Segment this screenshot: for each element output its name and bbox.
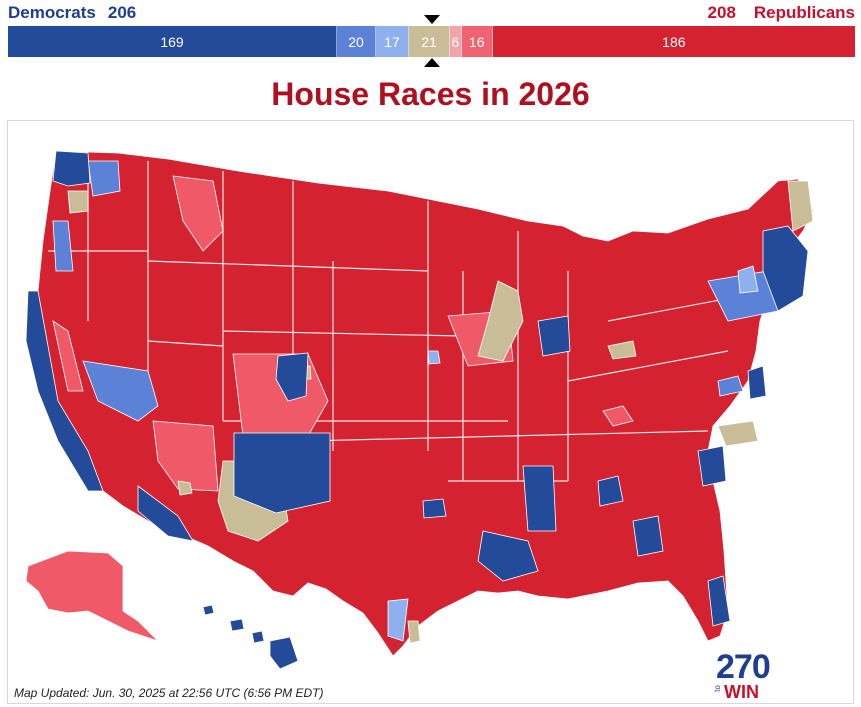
hawaii-shape[interactable] xyxy=(202,604,299,670)
likely-democrat-regions xyxy=(52,160,779,422)
republicans-total: 208 xyxy=(707,3,736,22)
seat-bar-segment-leans-democrat[interactable]: 17 xyxy=(376,26,410,57)
seat-bar-segment-safe-republican[interactable]: 186 xyxy=(492,26,855,57)
leans-democrat-regions xyxy=(387,265,759,642)
logo-win: WIN xyxy=(724,682,759,702)
us-house-map[interactable] xyxy=(8,121,855,705)
map-title: House Races in 2026 xyxy=(271,76,590,112)
seat-bar-segment-leans-republican[interactable]: 6 xyxy=(449,26,462,57)
republicans-label: 208 Republicans xyxy=(708,3,855,23)
alaska-shape[interactable] xyxy=(25,550,159,642)
majority-marker-bottom xyxy=(424,58,440,67)
democrats-total: 206 xyxy=(107,3,137,22)
democrats-name: Democrats xyxy=(8,3,96,22)
seat-bar: 169 20 17 21 6 16 186 xyxy=(8,26,855,57)
header: Democrats 206 208 Republicans xyxy=(0,0,861,26)
270towin-logo: 270 to WIN xyxy=(712,648,776,704)
democrats-label: Democrats 206 xyxy=(8,3,136,23)
map-frame: 270 to WIN xyxy=(7,120,854,704)
state-borders xyxy=(48,161,769,482)
seat-bar-segment-safe-democrat[interactable]: 169 xyxy=(8,26,338,57)
seat-bar-segment-likely-republican[interactable]: 16 xyxy=(461,26,493,57)
republicans-name: Republicans xyxy=(753,3,855,22)
logo-to: to xyxy=(712,685,722,692)
logo-number: 270 xyxy=(716,648,771,686)
seat-bar-segment-likely-democrat[interactable]: 20 xyxy=(337,26,376,57)
majority-marker-top xyxy=(424,15,440,24)
safe-democrat-regions xyxy=(25,150,809,627)
map-updated-note: Map Updated: Jun. 30, 2025 at 22:56 UTC … xyxy=(14,686,324,700)
seat-bar-segment-toss-up[interactable]: 21 xyxy=(409,26,450,57)
